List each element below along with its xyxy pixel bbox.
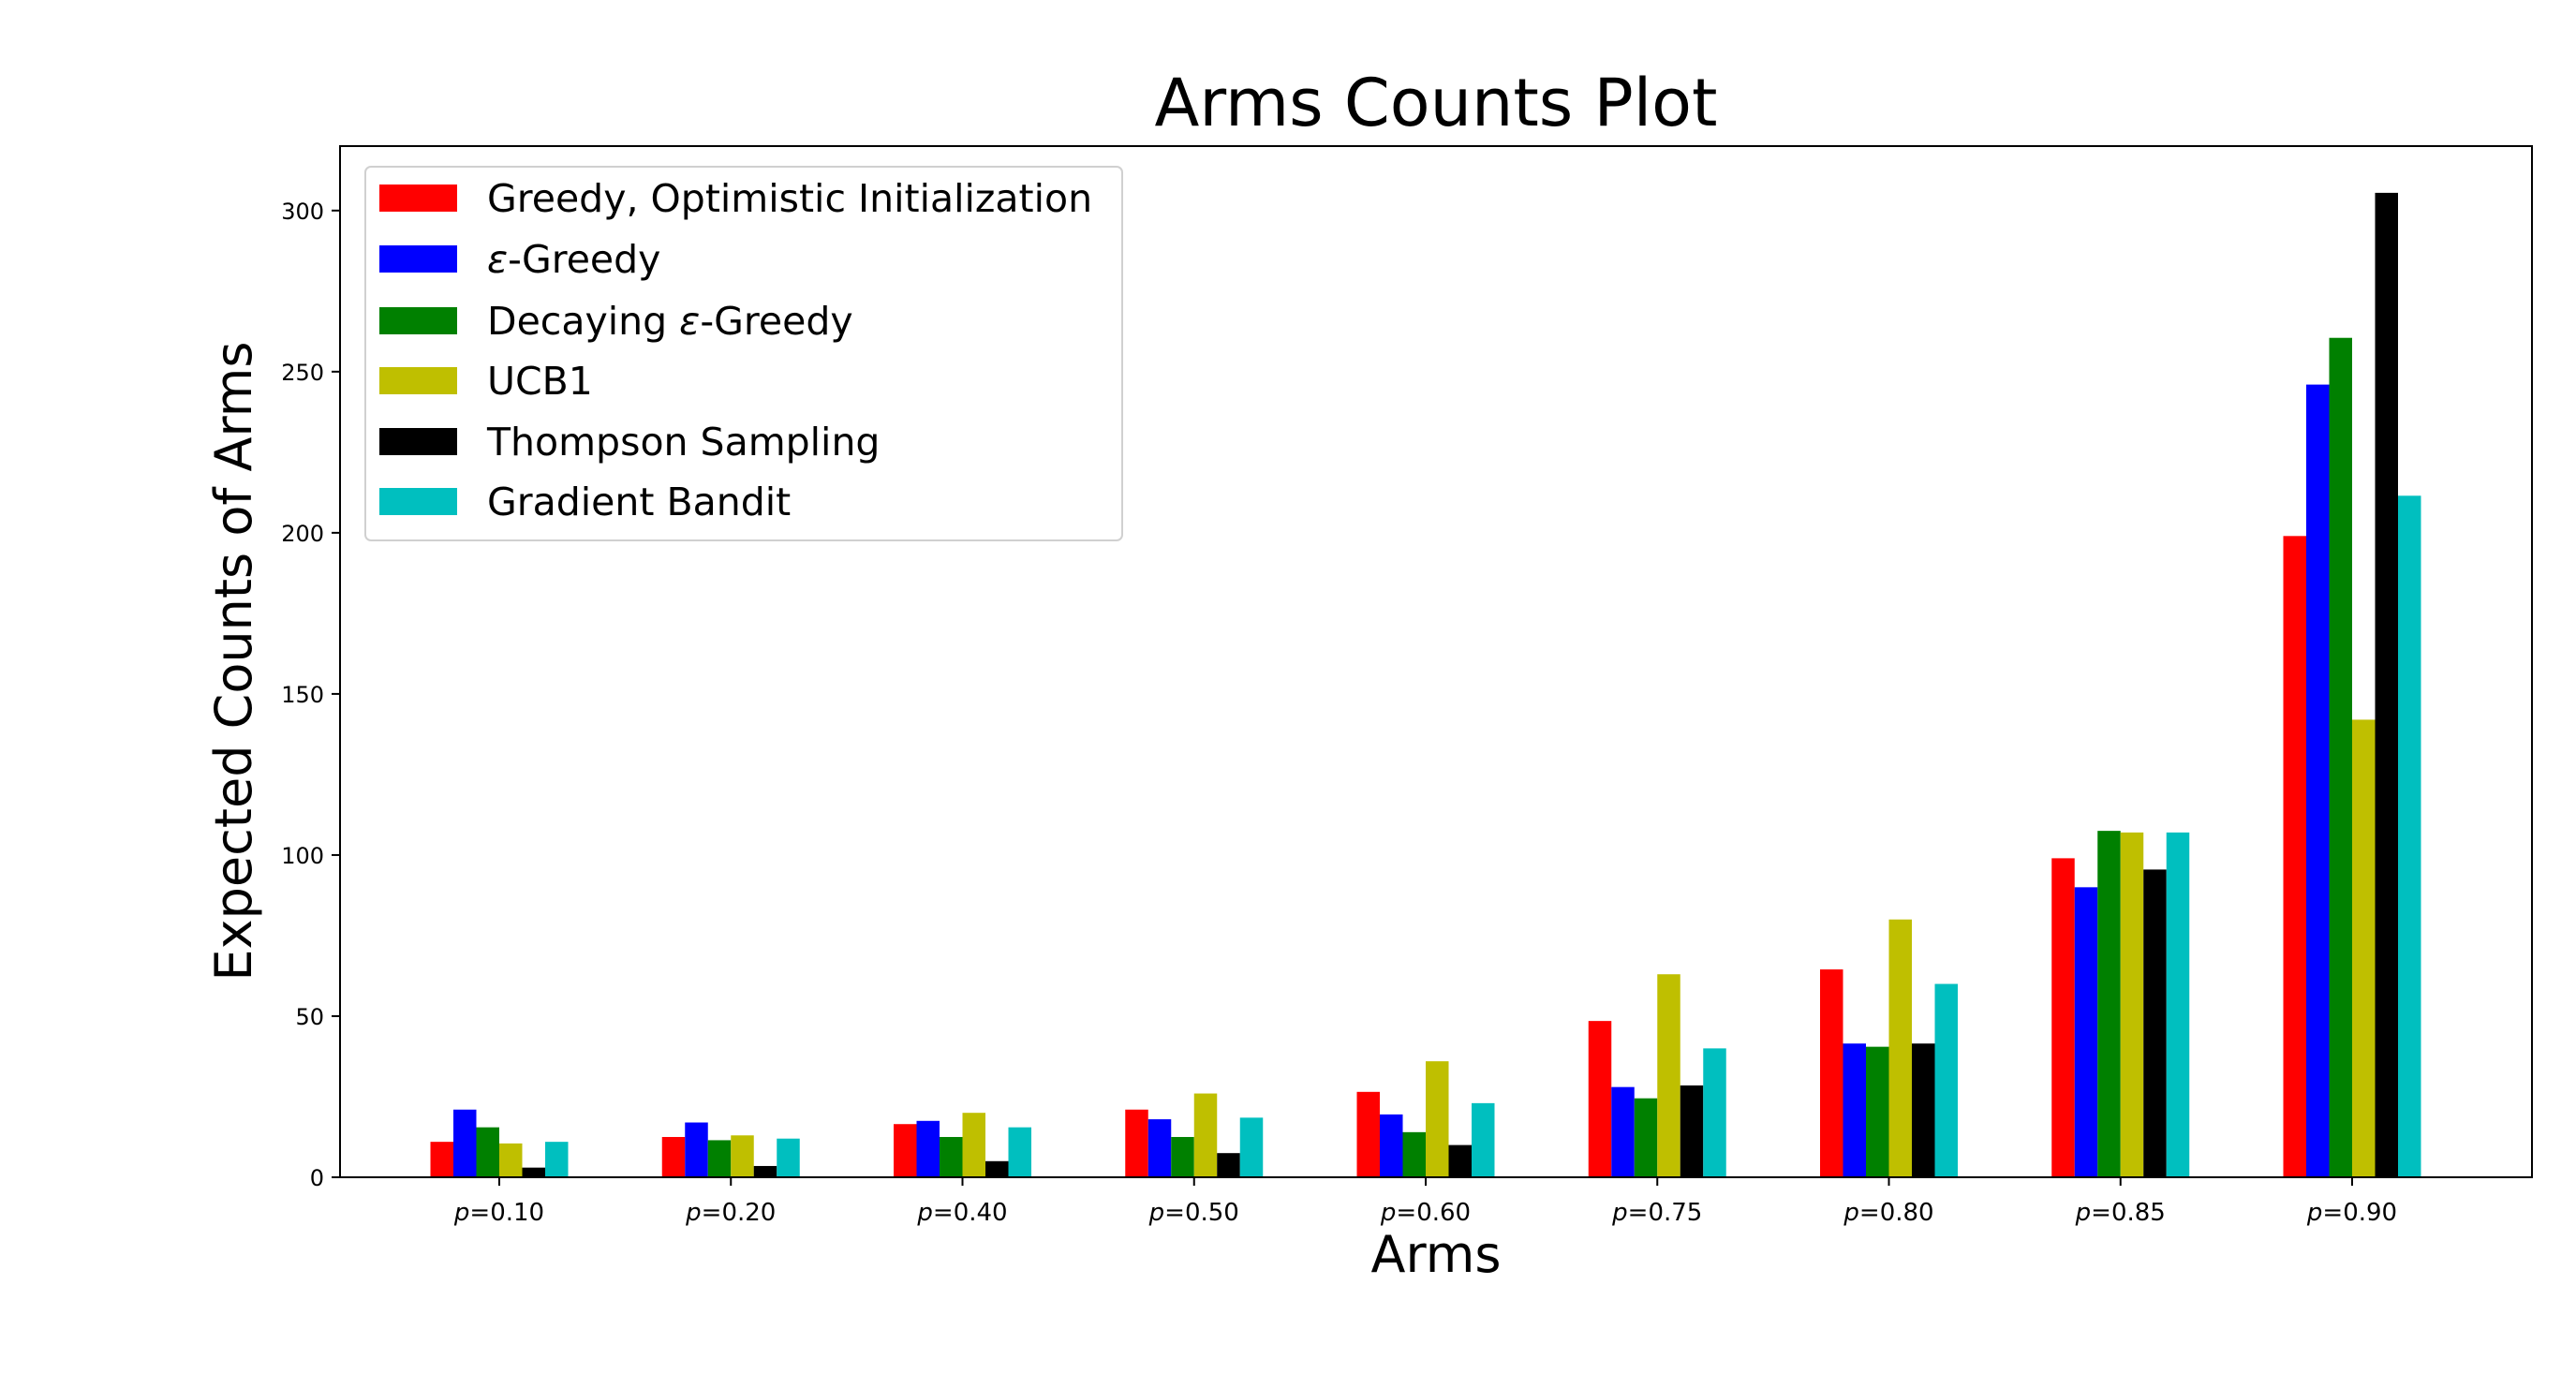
bar — [2398, 495, 2421, 1177]
bar — [2306, 384, 2330, 1177]
legend-label: Greedy, Optimistic Initialization — [487, 176, 1092, 221]
bar — [2074, 887, 2098, 1177]
y-tick-label: 0 — [310, 1165, 324, 1191]
legend-swatch — [379, 488, 457, 515]
legend-label: ε-Greedy — [487, 237, 660, 282]
x-tick-label: p=0.75 — [1611, 1199, 1702, 1227]
bar — [1912, 1043, 1935, 1177]
x-tick-label: p=0.10 — [453, 1199, 544, 1227]
bar — [1657, 974, 1680, 1177]
bar — [1611, 1086, 1635, 1177]
bar — [962, 1113, 985, 1177]
bar — [1934, 983, 1958, 1177]
bar — [2120, 832, 2144, 1177]
bar — [2375, 192, 2398, 1177]
x-axis-label: Arms — [1371, 1225, 1502, 1284]
x-tick-label: p=0.50 — [1148, 1199, 1239, 1227]
bar — [1820, 969, 1843, 1177]
bar — [1402, 1131, 1426, 1177]
x-tick-label: p=0.20 — [685, 1199, 776, 1227]
bar — [1426, 1061, 1449, 1177]
bar — [1193, 1093, 1218, 1177]
y-tick-label: 250 — [281, 360, 324, 386]
bar — [2166, 832, 2190, 1177]
bar — [1588, 1021, 1612, 1177]
x-tick-label: p=0.40 — [916, 1199, 1007, 1227]
bar — [1239, 1117, 1264, 1177]
bar — [1356, 1091, 1380, 1177]
bar — [685, 1122, 708, 1177]
bar — [731, 1135, 754, 1177]
legend-swatch — [379, 428, 457, 455]
y-tick-label: 100 — [281, 843, 324, 869]
legend-swatch — [379, 367, 457, 394]
bar — [2143, 869, 2167, 1177]
legend-box — [364, 166, 1123, 541]
bar — [1703, 1048, 1726, 1178]
bar — [894, 1124, 917, 1177]
bar — [1634, 1098, 1658, 1177]
x-axis: p=0.10 p=0.20 p=0.40 p=0.50 p=0.60 p=0.75 p=0.… — [453, 1177, 2397, 1227]
bar — [545, 1142, 569, 1177]
x-tick-label: p=0.80 — [1843, 1199, 1933, 1227]
bar — [2329, 337, 2352, 1178]
bar — [777, 1138, 800, 1177]
bar — [1866, 1046, 1889, 1177]
bar — [1888, 919, 1912, 1177]
bar — [1125, 1109, 1148, 1177]
y-tick-label: 150 — [281, 682, 324, 708]
bar — [1217, 1153, 1240, 1177]
legend-label: Thompson Sampling — [486, 420, 880, 465]
bar — [753, 1165, 777, 1177]
bar — [985, 1160, 1009, 1177]
bar — [1147, 1119, 1172, 1177]
plot-frame — [339, 145, 2533, 1178]
y-axis: 0 50 100 150 200 250 300 — [281, 199, 340, 1191]
bar — [2283, 536, 2306, 1177]
legend-label: UCB1 — [487, 359, 593, 404]
y-tick-label: 200 — [281, 521, 324, 547]
bar — [1472, 1102, 1495, 1177]
x-tick-label: p=0.85 — [2075, 1199, 2166, 1227]
bar — [940, 1136, 963, 1177]
x-tick-label: p=0.60 — [1380, 1199, 1471, 1227]
bars-layer — [430, 192, 2421, 1178]
legend-swatch — [379, 185, 457, 212]
chart-title: Arms Counts Plot — [1155, 65, 1718, 141]
y-tick-label: 300 — [281, 199, 324, 225]
bar — [916, 1120, 940, 1177]
bar — [661, 1136, 686, 1177]
legend-swatch — [379, 245, 457, 273]
bar — [453, 1109, 477, 1177]
bar — [2051, 858, 2075, 1177]
bar — [1680, 1085, 1704, 1177]
x-tick-label: p=0.90 — [2306, 1199, 2397, 1227]
legend-label: Decaying ε-Greedy — [487, 299, 853, 344]
y-tick-label: 50 — [295, 1004, 324, 1030]
bar — [522, 1167, 545, 1177]
bar — [2352, 719, 2376, 1177]
bar — [430, 1142, 453, 1177]
bar — [1171, 1136, 1194, 1177]
bar — [2097, 831, 2121, 1177]
legend-swatch — [379, 307, 457, 334]
bar — [499, 1143, 523, 1177]
bar — [1008, 1127, 1031, 1177]
bar — [476, 1127, 499, 1177]
bar — [1448, 1144, 1472, 1177]
legend: Greedy, Optimistic Initialization ε-Greed… — [364, 166, 1123, 541]
bar — [707, 1140, 732, 1177]
y-axis-label: Expected Counts of Arms — [204, 342, 263, 982]
bar — [1380, 1114, 1403, 1177]
legend-label: Gradient Bandit — [487, 480, 791, 524]
bar — [1843, 1043, 1866, 1177]
